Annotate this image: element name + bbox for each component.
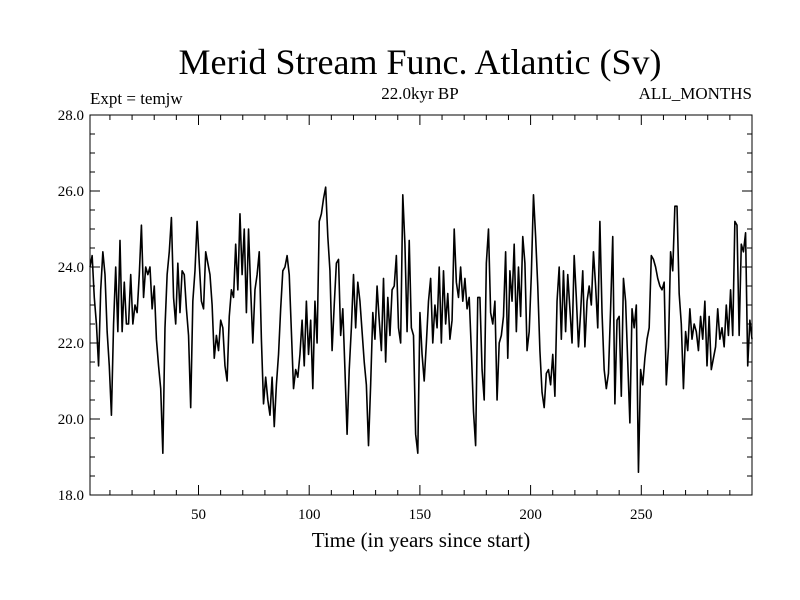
x-tick-label: 150 xyxy=(409,507,432,523)
axis-ticks xyxy=(90,115,752,495)
y-tick-label: 20.0 xyxy=(58,412,84,428)
plot-frame xyxy=(89,114,753,496)
chart-subtitle: 22.0kyr BP xyxy=(381,84,458,103)
tick-labels: 50 100 150 200 250 18.0 20.0 22.0 24.0 26.0 28.0 xyxy=(58,108,653,523)
x-axis-label: Time (in years since start) xyxy=(312,528,531,552)
x-tick-label: 200 xyxy=(519,507,542,523)
y-tick-label: 22.0 xyxy=(58,336,84,352)
months-label: ALL_MONTHS xyxy=(639,84,752,103)
y-tick-label: 28.0 xyxy=(58,108,84,124)
y-tick-label: 18.0 xyxy=(58,488,84,504)
x-tick-label: 50 xyxy=(191,507,206,523)
y-tick-label: 24.0 xyxy=(58,260,84,276)
y-tick-label: 26.0 xyxy=(58,184,84,200)
series-line xyxy=(89,186,753,473)
x-tick-label: 250 xyxy=(630,507,653,523)
x-tick-label: 100 xyxy=(298,507,321,523)
experiment-label: Expt = temjw xyxy=(90,89,183,108)
chart-title: Merid Stream Func. Atlantic (Sv) xyxy=(179,42,662,82)
